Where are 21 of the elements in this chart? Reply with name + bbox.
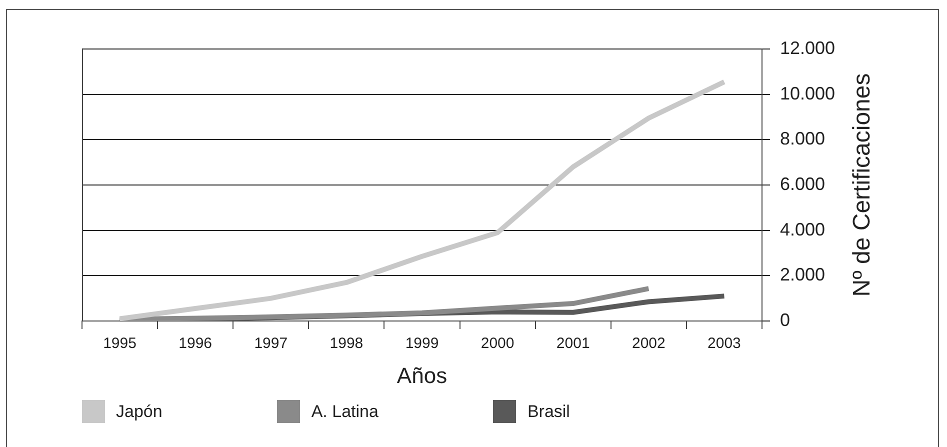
- legend-label: Japón: [116, 402, 162, 422]
- x-tick-label: 2002: [632, 335, 666, 352]
- x-tick-label: 1996: [178, 335, 212, 352]
- x-tick-label: 1998: [330, 335, 364, 352]
- x-tick-label: 1997: [254, 335, 288, 352]
- y-tick-label: 10.000: [780, 83, 836, 104]
- y-tick-label: 12.000: [780, 38, 836, 58]
- y-tick-label: 0: [780, 310, 790, 330]
- x-tick-label: 2001: [556, 335, 590, 352]
- y-axis-title: Nº de Certificaciones: [848, 73, 876, 297]
- y-tick-label: 4.000: [780, 219, 826, 240]
- y-tick-label: 6.000: [780, 174, 826, 194]
- x-tick-label: 2003: [708, 335, 741, 352]
- y-tick-label: 8.000: [780, 128, 826, 149]
- x-tick-label: 1999: [405, 335, 439, 352]
- x-tick-label: 1995: [103, 335, 136, 352]
- x-axis-title: Años: [396, 362, 448, 388]
- legend-label: A. Latina: [311, 402, 378, 422]
- y-tick-label: 2.000: [780, 264, 826, 285]
- x-tick-label: 2000: [480, 335, 514, 352]
- legend-label: Brasil: [527, 402, 570, 422]
